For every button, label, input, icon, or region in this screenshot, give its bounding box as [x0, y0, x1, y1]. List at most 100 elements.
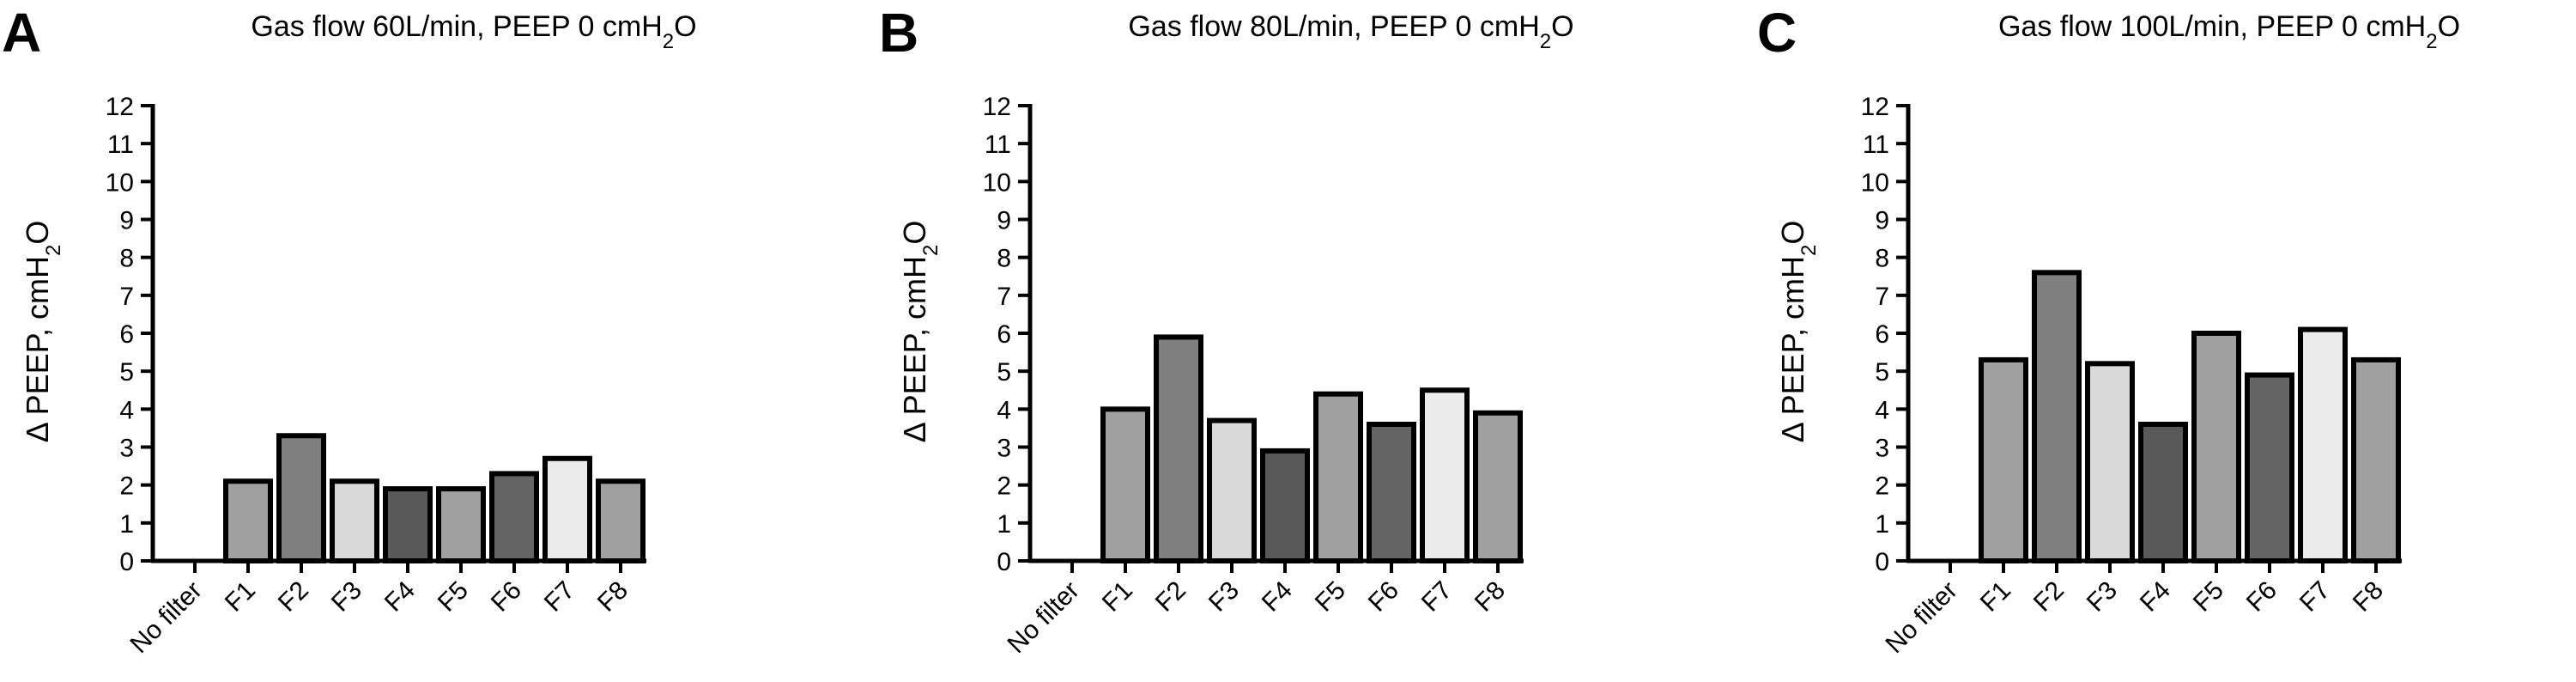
y-tick-label: 1 — [119, 510, 134, 539]
y-tick-label: 8 — [119, 245, 134, 273]
bar-f8 — [596, 478, 646, 563]
x-tick-label: No filter — [1003, 576, 1085, 659]
x-tick-label: F6 — [486, 576, 527, 618]
y-tick-label: 1 — [1875, 510, 1889, 539]
bar-f7 — [542, 455, 592, 563]
bar-f1 — [1979, 356, 2028, 563]
x-tick-label: F5 — [2188, 576, 2229, 618]
x-tick-label: F5 — [1310, 576, 1351, 618]
panel-letter: A — [2, 2, 41, 64]
y-tick-label: 4 — [1875, 396, 1889, 424]
y-tick-label: 6 — [997, 320, 1011, 349]
bar-f1 — [1100, 406, 1150, 564]
panel-a: A Gas flow 60L/min, PEEP 0 cmH2O Δ PEEP, c… — [2, 2, 697, 659]
x-tick-label: F4 — [379, 576, 421, 618]
bar-f8 — [1473, 410, 1523, 563]
bar-f8 — [2351, 356, 2401, 563]
bar-f3 — [330, 478, 379, 563]
y-axis-title: Δ PEEP, cmH2O — [897, 221, 943, 443]
x-tick-label: No filter — [1881, 576, 1963, 659]
x-tick-label: F7 — [2294, 576, 2336, 618]
bar-f7 — [2298, 326, 2348, 563]
y-tick-label: 2 — [119, 472, 134, 501]
bar-f5 — [1313, 391, 1363, 563]
panel-b: B Gas flow 80L/min, PEEP 0 cmH2O Δ PEEP, c… — [879, 2, 1574, 659]
x-tick-label: F3 — [2082, 576, 2123, 618]
y-tick-label: 3 — [1875, 435, 1889, 463]
y-tick-label: 7 — [119, 283, 134, 311]
x-tick-label: F7 — [539, 576, 580, 618]
x-tick-label: F6 — [1363, 576, 1404, 618]
chart-title: Gas flow 100L/min, PEEP 0 cmH2O — [1998, 10, 2460, 53]
bar-f6 — [2245, 372, 2294, 564]
bar-f6 — [1367, 422, 1416, 563]
y-tick-label: 11 — [107, 131, 134, 159]
y-axis-title: Δ PEEP, cmH2O — [1775, 221, 1821, 443]
y-tick-label: 7 — [997, 283, 1011, 311]
y-tick-label: 0 — [997, 548, 1011, 576]
y-tick-label: 4 — [119, 396, 134, 424]
y-axis-title: Δ PEEP, cmH2O — [20, 221, 65, 443]
bar-f3 — [2085, 361, 2135, 564]
y-tick-label: 8 — [1875, 245, 1889, 273]
bar-f7 — [1420, 387, 1470, 563]
y-tick-label: 11 — [985, 131, 1011, 159]
panel-letter: B — [879, 2, 918, 64]
y-tick-label: 12 — [983, 93, 1011, 121]
y-tick-label: 10 — [106, 168, 134, 197]
x-tick-label: F3 — [1203, 576, 1245, 618]
x-tick-label: No filter — [125, 576, 208, 659]
x-tick-label: F1 — [1097, 576, 1138, 618]
y-tick-label: 9 — [997, 207, 1011, 235]
y-tick-label: 8 — [997, 245, 1011, 273]
x-tick-label: F2 — [1150, 576, 1191, 618]
y-tick-label: 6 — [119, 320, 134, 349]
x-tick-label: F5 — [433, 576, 474, 618]
x-tick-label: F8 — [592, 576, 633, 618]
x-tick-label: F8 — [1470, 576, 1511, 618]
y-tick-label: 12 — [106, 93, 134, 121]
y-tick-label: 11 — [1863, 131, 1889, 159]
y-tick-label: 9 — [1875, 207, 1889, 235]
bar-f5 — [436, 486, 486, 563]
bar-f1 — [223, 478, 273, 563]
y-tick-label: 3 — [997, 435, 1011, 463]
panel-letter: C — [1757, 2, 1797, 64]
y-tick-label: 12 — [1861, 93, 1889, 121]
y-tick-label: 10 — [1861, 168, 1889, 197]
y-tick-label: 2 — [997, 472, 1011, 501]
bar-f4 — [2138, 422, 2188, 563]
y-tick-label: 3 — [119, 435, 134, 463]
y-tick-label: 0 — [1875, 548, 1889, 576]
bar-f2 — [1154, 334, 1203, 563]
y-tick-label: 7 — [1875, 283, 1889, 311]
bar-f5 — [2191, 331, 2241, 563]
x-tick-label: F8 — [2348, 576, 2389, 618]
x-tick-label: F2 — [2028, 576, 2070, 618]
x-tick-label: F4 — [1257, 576, 1298, 618]
panel-c: C Gas flow 100L/min, PEEP 0 cmH2O Δ PEEP, … — [1757, 2, 2460, 659]
y-tick-label: 2 — [1875, 472, 1889, 501]
y-tick-label: 9 — [119, 207, 134, 235]
y-tick-label: 4 — [997, 396, 1011, 424]
y-tick-label: 6 — [1875, 320, 1889, 349]
bar-f3 — [1207, 417, 1257, 564]
x-tick-label: F3 — [326, 576, 367, 618]
bar-f2 — [2032, 270, 2082, 563]
x-tick-label: F1 — [1975, 576, 2016, 618]
bar-f4 — [1260, 448, 1310, 564]
chart-title: Gas flow 60L/min, PEEP 0 cmH2O — [251, 10, 696, 53]
x-tick-label: F2 — [273, 576, 314, 618]
x-tick-label: F7 — [1416, 576, 1458, 618]
bar-f4 — [383, 486, 433, 563]
y-tick-label: 0 — [119, 548, 134, 576]
x-tick-label: F6 — [2241, 576, 2282, 618]
y-tick-label: 5 — [1875, 358, 1889, 387]
bar-f6 — [489, 471, 539, 564]
y-tick-label: 5 — [997, 358, 1011, 387]
y-tick-label: 1 — [997, 510, 1011, 539]
y-tick-label: 10 — [983, 168, 1011, 197]
bar-f2 — [276, 433, 326, 563]
x-tick-label: F1 — [220, 576, 261, 618]
